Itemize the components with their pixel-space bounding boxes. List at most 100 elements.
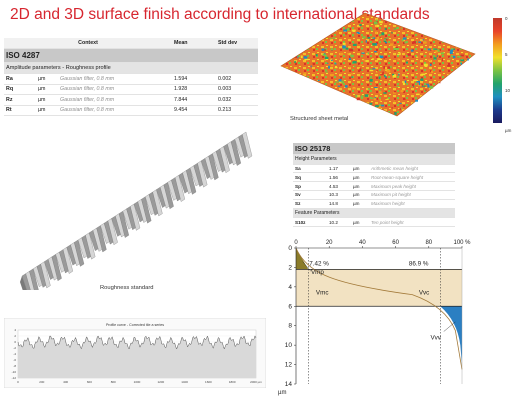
surface-speck bbox=[341, 80, 344, 84]
param-name: Sp bbox=[293, 181, 327, 191]
surface-speck bbox=[392, 75, 397, 78]
surface-speck bbox=[357, 32, 361, 34]
surface-speck bbox=[413, 79, 417, 82]
surface-speck bbox=[375, 19, 378, 22]
surface-speck bbox=[331, 59, 333, 61]
surface-speck bbox=[397, 58, 400, 61]
surface-speck bbox=[327, 62, 329, 64]
param-context: Arithmetic mean height bbox=[369, 164, 455, 174]
colorbar-tick-0: 0 bbox=[505, 16, 508, 21]
surface-speck bbox=[405, 70, 407, 72]
surface-speck bbox=[329, 38, 332, 40]
surface-speck bbox=[385, 98, 389, 100]
surface-speck bbox=[410, 49, 414, 52]
surface-speck bbox=[412, 41, 417, 44]
param-unit: µm bbox=[351, 164, 369, 174]
roughness-ridge bbox=[186, 167, 197, 195]
abbott-plot: 0 20 40 60 80 100 % 0 2 4 6 8 10 12 14 µm 7.42 % Vmp 86.9… bbox=[278, 240, 471, 396]
surface-speck bbox=[297, 56, 299, 59]
surface-speck bbox=[431, 70, 434, 73]
profile-x-tick: 1400 bbox=[181, 380, 188, 384]
surface-speck bbox=[350, 54, 354, 58]
profile-curve bbox=[17, 335, 257, 350]
surface-speck bbox=[416, 93, 420, 96]
roughness-ridge bbox=[208, 153, 219, 181]
colorbar-unit: µm bbox=[505, 128, 512, 133]
param-unit: µm bbox=[36, 94, 58, 106]
param-context: Ten point height bbox=[369, 217, 455, 227]
surface-speck bbox=[379, 21, 383, 24]
colorbar-tick-5: 5 bbox=[505, 52, 508, 57]
surface-speck bbox=[332, 37, 336, 39]
surface-speck bbox=[353, 65, 356, 68]
param-value: 10.3 bbox=[327, 190, 351, 200]
profile-y-tick: 0 bbox=[14, 340, 16, 344]
surface-speck bbox=[433, 57, 437, 60]
profile-x-tick: 600 bbox=[87, 380, 92, 384]
surface-speck bbox=[429, 63, 432, 66]
param-name: Sq bbox=[293, 172, 327, 183]
surface-speck bbox=[377, 106, 381, 109]
surface-speck bbox=[420, 78, 422, 81]
profile-plot: 420-2-4-6-8-10-120 200 400 600 800 1000 1200 14… bbox=[12, 328, 263, 384]
abbott-core-band bbox=[296, 269, 462, 307]
abbott-y-tick: 4 bbox=[288, 284, 292, 291]
profile-x-tick: 800 bbox=[111, 380, 116, 384]
param-std: 0.002 bbox=[216, 73, 258, 85]
surface-speck bbox=[369, 70, 374, 72]
abbott-vmp-leader bbox=[302, 261, 312, 272]
profile-y-tick: -4 bbox=[13, 352, 16, 356]
param-unit: µm bbox=[36, 84, 58, 95]
abbott-y-unit: µm bbox=[278, 390, 286, 396]
surface-speck bbox=[373, 97, 377, 101]
param-unit: µm bbox=[36, 105, 58, 116]
surface-speck bbox=[393, 100, 395, 102]
roughness-ridge bbox=[29, 268, 39, 290]
sheet-metal-caption: Structured sheet metal bbox=[290, 116, 349, 122]
profile-y-tick: -12 bbox=[12, 376, 17, 380]
param-unit: µm bbox=[351, 190, 369, 200]
surface-speck bbox=[427, 48, 431, 51]
table-row: Sv 10.3 µm Maximum pit height bbox=[293, 190, 455, 200]
profile-y-tick: 2 bbox=[14, 334, 16, 338]
surface-speck bbox=[386, 70, 391, 73]
roughness-ridge bbox=[96, 225, 107, 253]
surface-speck bbox=[330, 64, 334, 67]
param-value: 4.53 bbox=[327, 181, 351, 191]
surface-speck bbox=[352, 43, 357, 46]
surface-speck bbox=[401, 38, 404, 42]
surface-speck bbox=[369, 102, 373, 105]
roughness-ridge bbox=[141, 196, 152, 224]
param-name: S10z bbox=[293, 217, 327, 227]
param-name: Ra bbox=[4, 73, 36, 85]
surface-speck bbox=[342, 45, 346, 49]
roughness-ridge bbox=[197, 160, 208, 188]
surface-speck bbox=[359, 68, 362, 72]
surface-speck bbox=[389, 43, 394, 46]
surface-speck bbox=[319, 67, 322, 69]
roughness-ridge bbox=[174, 174, 185, 202]
surface-speck bbox=[400, 90, 404, 93]
roughness-ridge bbox=[107, 218, 118, 246]
surface-speck bbox=[334, 66, 338, 69]
surface-speck bbox=[376, 70, 378, 73]
surface-speck bbox=[303, 72, 307, 75]
surface-speck bbox=[402, 82, 405, 86]
abbott-y-tick: 12 bbox=[285, 362, 293, 369]
surface-speck bbox=[387, 82, 390, 84]
surface-plane bbox=[280, 12, 476, 117]
surface-speck bbox=[310, 65, 312, 68]
surface-speck bbox=[347, 53, 349, 55]
surface-speck bbox=[421, 85, 426, 87]
abbott-y-tick: 8 bbox=[288, 323, 292, 330]
param-mean: 1.928 bbox=[172, 84, 216, 95]
param-value: 14.8 bbox=[327, 199, 351, 209]
roughness-ridge bbox=[62, 246, 73, 274]
table-row: Rt µm Gaussian filter, 0.8 mm 9.454 0.21… bbox=[4, 105, 258, 116]
roughness-ridge bbox=[51, 254, 62, 282]
surface-speck bbox=[399, 108, 401, 111]
surface-speck bbox=[460, 54, 464, 57]
roughness-ridge bbox=[152, 189, 163, 217]
surface-speck bbox=[383, 40, 387, 42]
surface-speck bbox=[396, 26, 398, 30]
